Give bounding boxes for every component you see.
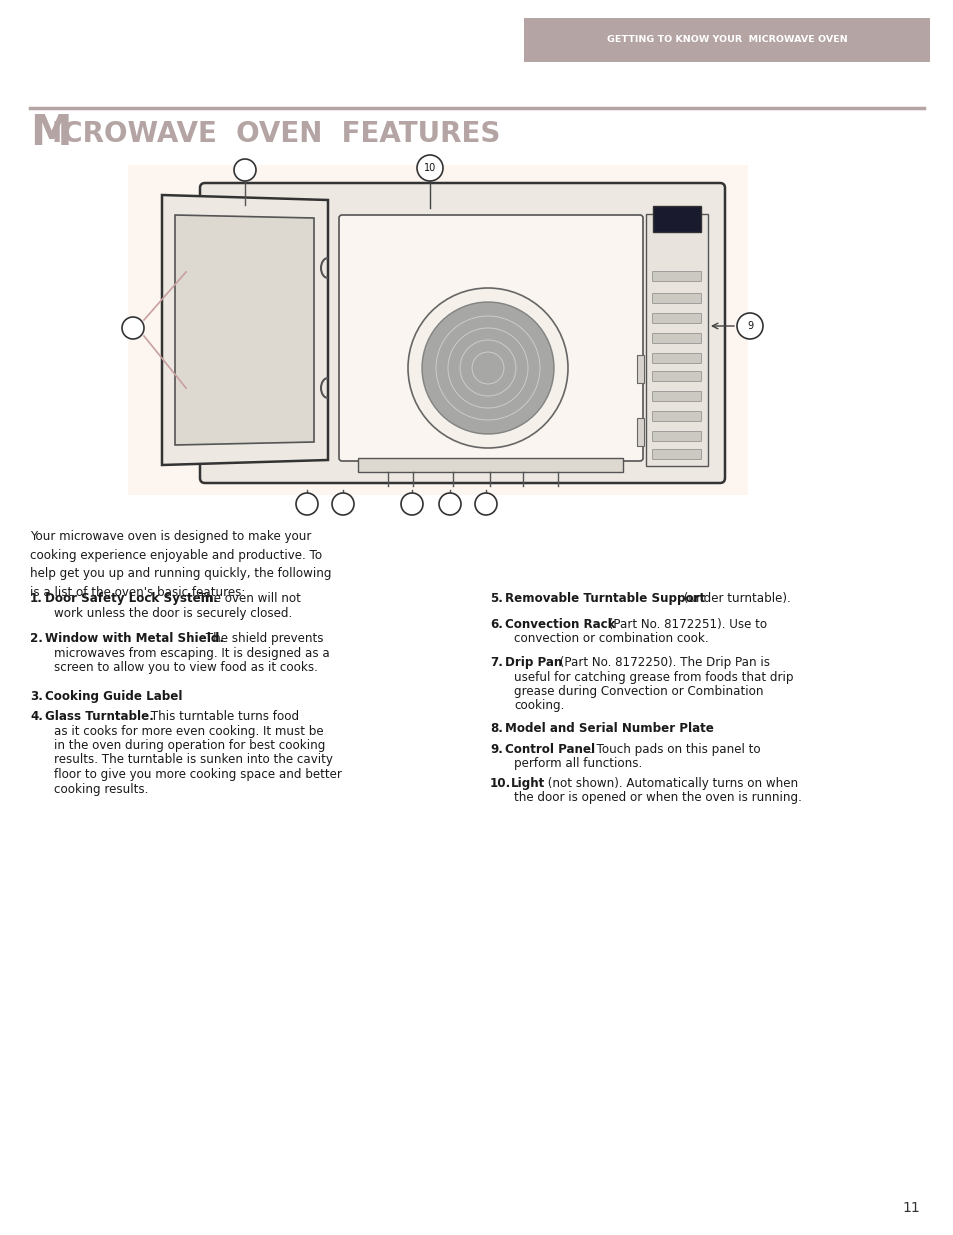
- Text: The oven will not: The oven will not: [194, 592, 300, 605]
- Text: Your microwave oven is designed to make your
cooking experience enjoyable and pr: Your microwave oven is designed to make …: [30, 530, 331, 599]
- Text: M: M: [30, 112, 71, 154]
- Bar: [637, 354, 643, 383]
- FancyBboxPatch shape: [652, 294, 700, 304]
- Text: .: .: [688, 722, 692, 735]
- FancyBboxPatch shape: [652, 450, 700, 459]
- Text: convection or combination cook.: convection or combination cook.: [514, 632, 708, 646]
- Text: floor to give you more cooking space and better: floor to give you more cooking space and…: [54, 768, 341, 781]
- Text: GETTING TO KNOW YOUR  MICROWAVE OVEN: GETTING TO KNOW YOUR MICROWAVE OVEN: [606, 36, 846, 44]
- Circle shape: [737, 312, 762, 338]
- Bar: [357, 458, 622, 472]
- Text: cooking.: cooking.: [514, 699, 564, 713]
- Text: grease during Convection or Combination: grease during Convection or Combination: [514, 685, 762, 698]
- Text: 6.: 6.: [490, 618, 502, 631]
- Text: in the oven during operation for best cooking: in the oven during operation for best co…: [54, 739, 325, 752]
- Text: (not shown). Automatically turns on when: (not shown). Automatically turns on when: [543, 777, 798, 790]
- Circle shape: [416, 156, 442, 182]
- Text: Window with Metal Shield.: Window with Metal Shield.: [45, 632, 224, 645]
- Text: Glass Turntable.: Glass Turntable.: [45, 710, 153, 722]
- Text: Model and Serial Number Plate: Model and Serial Number Plate: [504, 722, 713, 735]
- Text: work unless the door is securely closed.: work unless the door is securely closed.: [54, 606, 292, 620]
- Text: useful for catching grease from foods that drip: useful for catching grease from foods th…: [514, 671, 793, 683]
- FancyBboxPatch shape: [652, 411, 700, 421]
- Bar: [637, 417, 643, 446]
- Text: This turntable turns food: This turntable turns food: [147, 710, 299, 722]
- Circle shape: [332, 493, 354, 515]
- Text: 4.: 4.: [30, 710, 43, 722]
- Text: (under turntable).: (under turntable).: [679, 592, 790, 605]
- Text: 9: 9: [746, 321, 752, 331]
- FancyBboxPatch shape: [200, 183, 724, 483]
- Text: 11: 11: [902, 1200, 919, 1215]
- Text: . Touch pads on this panel to: . Touch pads on this panel to: [588, 743, 760, 756]
- FancyBboxPatch shape: [652, 333, 700, 343]
- Bar: [523, 19, 929, 62]
- Circle shape: [475, 493, 497, 515]
- Text: 3.: 3.: [30, 690, 43, 703]
- Circle shape: [400, 493, 422, 515]
- Text: Control Panel: Control Panel: [504, 743, 595, 756]
- FancyBboxPatch shape: [652, 272, 700, 282]
- Circle shape: [233, 159, 255, 182]
- FancyBboxPatch shape: [652, 353, 700, 363]
- Text: Cooking Guide Label: Cooking Guide Label: [45, 690, 182, 703]
- Polygon shape: [162, 195, 328, 466]
- Text: Convection Rack: Convection Rack: [504, 618, 615, 631]
- FancyBboxPatch shape: [338, 215, 642, 461]
- Bar: [652, 206, 700, 232]
- FancyBboxPatch shape: [652, 372, 700, 382]
- Text: results. The turntable is sunken into the cavity: results. The turntable is sunken into th…: [54, 753, 333, 767]
- Text: 1.: 1.: [30, 592, 43, 605]
- Circle shape: [421, 303, 554, 433]
- Text: cooking results.: cooking results.: [54, 783, 149, 795]
- Text: .: .: [165, 690, 169, 703]
- Text: 8.: 8.: [490, 722, 502, 735]
- Text: the door is opened or when the oven is running.: the door is opened or when the oven is r…: [514, 792, 801, 804]
- Circle shape: [438, 493, 460, 515]
- FancyBboxPatch shape: [652, 314, 700, 324]
- Text: Removable Turntable Support: Removable Turntable Support: [504, 592, 704, 605]
- Circle shape: [408, 288, 567, 448]
- Text: screen to allow you to view food as it cooks.: screen to allow you to view food as it c…: [54, 661, 317, 674]
- Text: Drip Pan: Drip Pan: [504, 656, 561, 669]
- Text: (Part No. 8172251). Use to: (Part No. 8172251). Use to: [604, 618, 766, 631]
- Text: Door Safety Lock System.: Door Safety Lock System.: [45, 592, 217, 605]
- FancyBboxPatch shape: [645, 214, 707, 466]
- Circle shape: [295, 493, 317, 515]
- Text: Light: Light: [511, 777, 545, 790]
- Text: 7.: 7.: [490, 656, 502, 669]
- Text: 2.: 2.: [30, 632, 43, 645]
- FancyBboxPatch shape: [652, 391, 700, 401]
- Text: 5.: 5.: [490, 592, 502, 605]
- Polygon shape: [174, 215, 314, 445]
- Text: 10.: 10.: [490, 777, 511, 790]
- Text: (Part No. 8172250). The Drip Pan is: (Part No. 8172250). The Drip Pan is: [556, 656, 769, 669]
- Text: perform all functions.: perform all functions.: [514, 757, 641, 771]
- Bar: [128, 165, 747, 495]
- Text: 9.: 9.: [490, 743, 502, 756]
- Text: as it cooks for more even cooking. It must be: as it cooks for more even cooking. It mu…: [54, 725, 323, 737]
- Text: ICROWAVE  OVEN  FEATURES: ICROWAVE OVEN FEATURES: [52, 120, 500, 148]
- Circle shape: [122, 317, 144, 338]
- FancyBboxPatch shape: [652, 431, 700, 441]
- Text: 10: 10: [423, 163, 436, 173]
- Text: The shield prevents: The shield prevents: [202, 632, 323, 645]
- Text: microwaves from escaping. It is designed as a: microwaves from escaping. It is designed…: [54, 646, 330, 659]
